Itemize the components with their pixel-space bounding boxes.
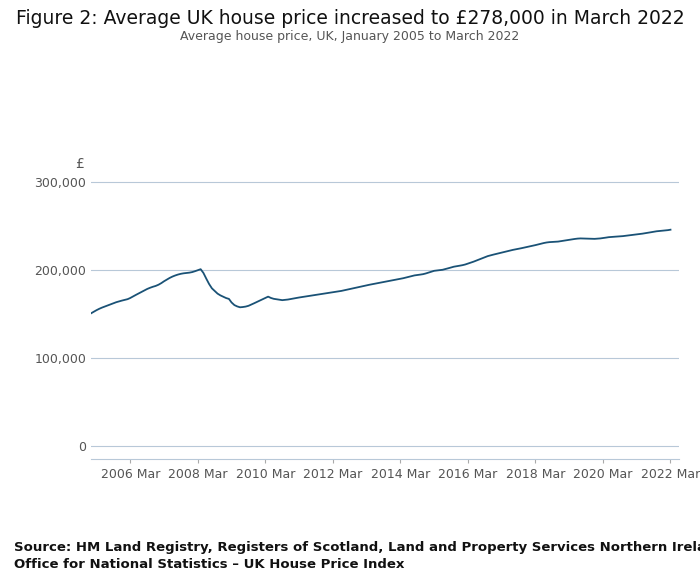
Text: Source: HM Land Registry, Registers of Scotland, Land and Property Services Nort: Source: HM Land Registry, Registers of S… bbox=[14, 541, 700, 571]
Text: Figure 2: Average UK house price increased to £278,000 in March 2022: Figure 2: Average UK house price increas… bbox=[15, 9, 685, 28]
Text: £: £ bbox=[75, 157, 84, 172]
Text: Average house price, UK, January 2005 to March 2022: Average house price, UK, January 2005 to… bbox=[181, 30, 519, 44]
